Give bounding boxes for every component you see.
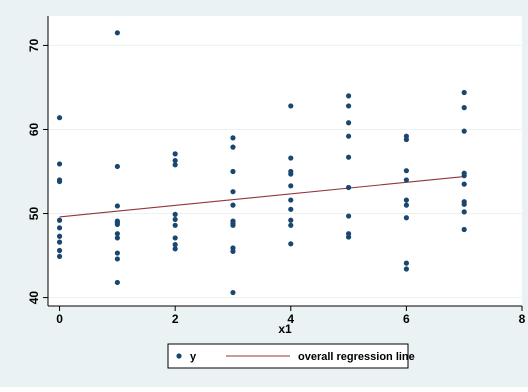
data-point-16 [114,231,120,237]
data-point-47 [288,206,294,212]
data-point-46 [288,197,294,203]
data-point-30 [230,135,236,141]
data-point-34 [230,202,236,208]
legend-label-regression: overall regression line [298,351,415,363]
y-tick-label-60: 60 [27,122,41,136]
data-point-1 [56,161,63,167]
data-point-63 [403,177,409,183]
data-point-27 [172,235,178,241]
data-point-20 [114,279,120,286]
data-point-52 [345,103,352,109]
data-point-29 [172,246,178,252]
data-point-17 [114,235,120,241]
data-point-11 [114,163,120,170]
data-point-4 [56,217,63,223]
data-point-57 [345,213,352,219]
data-point-41 [288,103,294,109]
data-point-23 [172,162,178,168]
data-point-54 [345,133,352,139]
data-point-33 [230,189,236,195]
x-axis-title: x1 [278,322,292,336]
axes: 40 50 60 70 0 2 4 6 8 [27,16,526,326]
data-point-68 [403,266,409,272]
data-point-67 [403,260,409,266]
data-point-64 [403,197,409,203]
data-point-39 [230,248,236,254]
data-point-70 [461,105,467,111]
data-point-22 [172,157,178,164]
data-points [56,30,467,296]
data-point-48 [288,217,294,223]
data-point-12 [114,203,120,209]
data-point-56 [345,184,352,191]
data-point-10 [114,30,120,36]
plot-area [48,16,522,306]
data-point-6 [56,233,63,239]
data-point-32 [230,168,236,175]
data-point-42 [288,155,294,161]
gridlines [48,44,522,299]
legend-label-y: y [190,351,197,363]
data-point-26 [172,222,178,228]
legend-marker-y [176,353,182,359]
y-tick-label-70: 70 [27,38,41,52]
data-point-15 [114,221,120,228]
y-tick-label-50: 50 [27,207,41,221]
data-point-19 [114,256,120,262]
data-point-61 [403,136,409,143]
data-point-65 [403,202,409,208]
data-point-49 [288,222,294,228]
data-point-62 [403,168,409,174]
data-point-73 [461,173,467,179]
x-tick-label-2: 2 [172,312,179,326]
x-tick-label-8: 8 [519,312,526,326]
data-point-0 [56,115,63,121]
y-tick-label-40: 40 [27,291,41,305]
data-point-50 [288,241,294,247]
data-point-7 [56,239,63,245]
data-point-76 [461,201,467,207]
data-point-3 [56,178,63,185]
data-point-25 [172,216,178,223]
data-point-78 [461,226,467,233]
data-point-5 [56,225,63,231]
data-point-37 [230,222,236,228]
data-point-28 [172,242,178,248]
data-point-21 [172,151,178,157]
data-point-69 [461,89,467,96]
data-point-8 [56,247,63,254]
x-tick-label-6: 6 [403,312,410,326]
data-point-59 [345,234,352,240]
data-point-44 [288,171,294,177]
data-point-9 [56,253,63,260]
data-point-40 [230,289,236,296]
data-point-51 [345,93,352,99]
regression-line [59,176,465,218]
data-point-77 [461,209,467,215]
legend: y overall regression line [167,343,415,369]
data-point-66 [403,215,409,221]
data-point-24 [172,211,178,217]
data-point-53 [345,120,352,126]
data-point-31 [230,144,236,150]
x-tick-label-4: 4 [287,312,294,326]
data-point-71 [461,128,467,134]
data-point-45 [288,183,294,189]
regression-line-group [59,176,465,218]
x-tick-label-0: 0 [56,312,63,326]
data-point-74 [461,181,467,187]
data-point-55 [345,154,352,160]
data-point-18 [114,250,120,256]
